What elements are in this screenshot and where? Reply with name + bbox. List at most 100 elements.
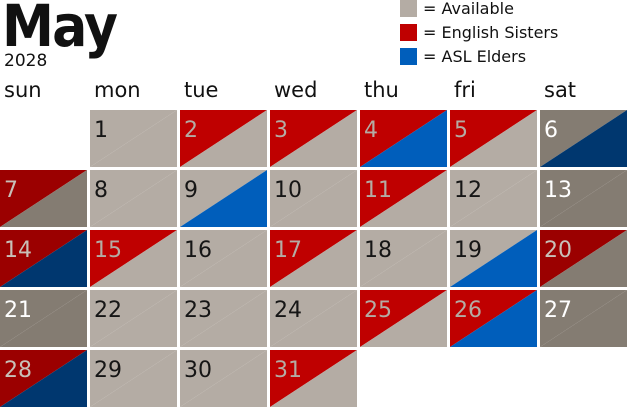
day-cell-21[interactable]: 21 xyxy=(0,290,87,347)
weekday-wed: wed xyxy=(274,78,318,102)
bottom-half-available xyxy=(180,350,267,407)
bottom-half-available xyxy=(360,230,447,287)
day-cell-22[interactable]: 22 xyxy=(90,290,177,347)
day-cell-30[interactable]: 30 xyxy=(180,350,267,407)
day-cell-1[interactable]: 1 xyxy=(90,110,177,167)
legend-item-english: = English Sisters xyxy=(400,23,558,42)
weekday-tue: tue xyxy=(184,78,219,102)
day-number: 14 xyxy=(4,238,32,263)
bottom-half-available xyxy=(270,170,357,227)
day-cell-4[interactable]: 4 xyxy=(360,110,447,167)
day-cell-19[interactable]: 19 xyxy=(450,230,537,287)
day-cell-11[interactable]: 11 xyxy=(360,170,447,227)
day-cell-7[interactable]: 7 xyxy=(0,170,87,227)
legend-label: = ASL Elders xyxy=(423,47,527,66)
day-cell-16[interactable]: 16 xyxy=(180,230,267,287)
bottom-half-available xyxy=(540,170,627,227)
day-cell-28[interactable]: 28 xyxy=(0,350,87,407)
day-number: 31 xyxy=(274,358,302,383)
day-number: 11 xyxy=(364,178,392,203)
legend-label: = Available xyxy=(423,0,514,18)
bottom-half-asl xyxy=(450,230,537,287)
day-number: 5 xyxy=(454,118,468,143)
day-number: 18 xyxy=(364,238,392,263)
day-number: 22 xyxy=(94,298,122,323)
bottom-half-asl xyxy=(180,170,267,227)
day-number: 19 xyxy=(454,238,482,263)
legend-swatch xyxy=(400,24,417,41)
day-number: 27 xyxy=(544,298,572,323)
day-cell-29[interactable]: 29 xyxy=(90,350,177,407)
bottom-half-available xyxy=(180,110,267,167)
bottom-half-available xyxy=(90,290,177,347)
bottom-half-asl xyxy=(0,230,87,287)
weekday-sun: sun xyxy=(4,78,42,102)
day-cell-24[interactable]: 24 xyxy=(270,290,357,347)
weekday-thu: thu xyxy=(364,78,399,102)
bottom-half-asl xyxy=(450,290,537,347)
day-cell-27[interactable]: 27 xyxy=(540,290,627,347)
bottom-half-available xyxy=(540,290,627,347)
bottom-half-available xyxy=(270,230,357,287)
month-title: May xyxy=(2,0,118,60)
day-cell-23[interactable]: 23 xyxy=(180,290,267,347)
legend-label: = English Sisters xyxy=(423,23,559,42)
day-number: 2 xyxy=(184,118,198,143)
day-number: 26 xyxy=(454,298,482,323)
legend-item-available: = Available xyxy=(400,0,514,18)
weekday-sat: sat xyxy=(544,78,577,102)
bottom-half-available xyxy=(360,170,447,227)
day-cell-8[interactable]: 8 xyxy=(90,170,177,227)
day-cell-12[interactable]: 12 xyxy=(450,170,537,227)
day-cell-9[interactable]: 9 xyxy=(180,170,267,227)
weekday-fri: fri xyxy=(454,78,476,102)
legend-swatch xyxy=(400,0,417,17)
bottom-half-available xyxy=(90,170,177,227)
bottom-half-available xyxy=(270,290,357,347)
day-number: 4 xyxy=(364,118,378,143)
day-number: 28 xyxy=(4,358,32,383)
day-number: 13 xyxy=(544,178,572,203)
day-cell-13[interactable]: 13 xyxy=(540,170,627,227)
bottom-half-available xyxy=(90,350,177,407)
legend-item-asl: = ASL Elders xyxy=(400,47,526,66)
day-cell-31[interactable]: 31 xyxy=(270,350,357,407)
day-number: 3 xyxy=(274,118,288,143)
day-number: 15 xyxy=(94,238,122,263)
day-cell-3[interactable]: 3 xyxy=(270,110,357,167)
day-cell-2[interactable]: 2 xyxy=(180,110,267,167)
day-number: 7 xyxy=(4,178,18,203)
day-number: 25 xyxy=(364,298,392,323)
day-cell-25[interactable]: 25 xyxy=(360,290,447,347)
day-cell-14[interactable]: 14 xyxy=(0,230,87,287)
day-number: 20 xyxy=(544,238,572,263)
day-number: 10 xyxy=(274,178,302,203)
day-cell-20[interactable]: 20 xyxy=(540,230,627,287)
day-cell-10[interactable]: 10 xyxy=(270,170,357,227)
day-number: 16 xyxy=(184,238,212,263)
bottom-half-asl xyxy=(540,110,627,167)
bottom-half-available xyxy=(90,230,177,287)
day-number: 23 xyxy=(184,298,212,323)
weekday-mon: mon xyxy=(94,78,141,102)
bottom-half-available xyxy=(180,290,267,347)
day-cell-26[interactable]: 26 xyxy=(450,290,537,347)
bottom-half-available xyxy=(270,110,357,167)
day-cell-5[interactable]: 5 xyxy=(450,110,537,167)
day-number: 29 xyxy=(94,358,122,383)
day-number: 9 xyxy=(184,178,198,203)
bottom-half-available xyxy=(90,110,177,167)
bottom-half-available xyxy=(450,170,537,227)
day-cell-18[interactable]: 18 xyxy=(360,230,447,287)
day-cell-15[interactable]: 15 xyxy=(90,230,177,287)
year-label: 2028 xyxy=(4,51,48,71)
day-number: 30 xyxy=(184,358,212,383)
day-number: 1 xyxy=(94,118,108,143)
day-number: 21 xyxy=(4,298,32,323)
bottom-half-available xyxy=(180,230,267,287)
day-number: 6 xyxy=(544,118,558,143)
bottom-half-asl xyxy=(360,110,447,167)
bottom-half-available xyxy=(0,290,87,347)
day-cell-17[interactable]: 17 xyxy=(270,230,357,287)
day-cell-6[interactable]: 6 xyxy=(540,110,627,167)
